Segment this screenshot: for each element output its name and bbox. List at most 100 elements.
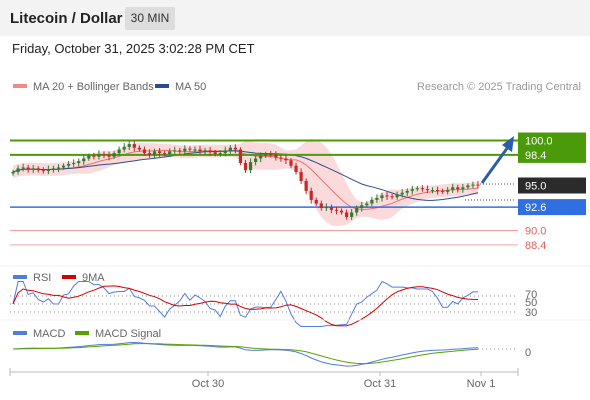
legend: MA 20 + Bollinger Bands MA 50 Research ©…: [13, 81, 581, 93]
candle: [21, 163, 25, 172]
candle: [152, 148, 157, 159]
candle: [243, 160, 248, 173]
level-label-98-4: 98.4: [525, 150, 546, 162]
ma-bollinger-legend-label: MA 20 + Bollinger Bands: [33, 81, 154, 93]
candle: [163, 150, 167, 157]
candle: [461, 183, 465, 193]
candle: [385, 192, 389, 200]
candle: [137, 145, 141, 152]
macd-line: [12, 341, 479, 367]
candle: [193, 146, 197, 153]
candle: [344, 209, 349, 220]
macd-signal-legend-label: MACD Signal: [95, 328, 161, 340]
candle: [72, 159, 76, 167]
candle: [435, 186, 440, 195]
rsi-legend-label: RSI: [33, 272, 51, 284]
candle: [56, 164, 61, 173]
candle: [31, 165, 35, 173]
macd-legend-swatch: [13, 331, 27, 335]
candle: [304, 178, 308, 195]
candle: [284, 155, 288, 164]
candle: [370, 196, 374, 207]
candle: [46, 165, 50, 175]
timestamp: Friday, October 31, 2025 3:02:28 PM CET: [12, 41, 255, 56]
candle: [11, 169, 15, 176]
candle: [102, 151, 106, 159]
candle: [41, 167, 45, 174]
candle: [375, 194, 379, 203]
levels: [10, 139, 518, 246]
candle: [36, 166, 40, 173]
candle: [132, 140, 136, 152]
ma50-legend-swatch: [155, 84, 169, 88]
candle: [339, 208, 344, 215]
candle: [147, 149, 152, 158]
candle: [228, 145, 232, 154]
interval-button[interactable]: 30 MIN: [125, 7, 175, 30]
candle: [289, 158, 293, 168]
rsi-panel: RSI 9MA 70 50 30: [0, 265, 590, 327]
candle: [183, 145, 187, 155]
candle: [203, 147, 207, 155]
candle: [208, 147, 212, 156]
candle: [107, 151, 111, 161]
candle: [456, 184, 460, 193]
macd-signal-line: [12, 342, 479, 365]
level-label-90-0: 90.0: [525, 226, 546, 238]
candle: [233, 144, 237, 154]
macd-signal-legend-swatch: [75, 331, 89, 335]
candle: [16, 165, 20, 175]
candle: [264, 151, 268, 159]
candle: [82, 155, 86, 165]
candle: [451, 183, 455, 193]
candle: [471, 181, 475, 189]
candle: [441, 188, 445, 195]
ma-bollinger-legend-swatch: [13, 84, 27, 88]
candle: [168, 148, 172, 157]
rsi-tick-70: 70: [525, 289, 537, 301]
candle: [425, 185, 430, 193]
level-label-box-98-4: [518, 146, 586, 163]
candle: [198, 145, 202, 155]
candle: [238, 147, 243, 166]
candle: [87, 153, 91, 161]
candle: [188, 146, 192, 152]
candle: [476, 180, 480, 189]
candle: [178, 147, 182, 155]
candle: [309, 187, 313, 204]
candle: [92, 152, 96, 160]
forecast-arrow-head: [502, 136, 514, 152]
rsi-line: [12, 280, 478, 327]
macd-tick-0: 0: [525, 347, 531, 359]
candle: [430, 187, 435, 194]
candle: [142, 146, 147, 156]
candle: [122, 143, 126, 153]
candle: [157, 147, 162, 157]
copyright-notice: Research © 2025 Trading Central: [417, 81, 581, 93]
candle: [127, 141, 131, 151]
candle: [61, 163, 66, 170]
ma50-line: [12, 150, 479, 201]
candle: [213, 149, 217, 157]
candle: [334, 206, 339, 215]
macd-panel: MACD MACD Signal 0: [0, 319, 590, 367]
candle: [274, 151, 278, 161]
level-label-88-4: 88.4: [525, 240, 546, 252]
candle: [294, 162, 298, 175]
candle: [299, 168, 303, 184]
chart-header: Litecoin / Dollar 30 MIN: [0, 0, 590, 36]
candle: [77, 158, 81, 167]
candle: [360, 201, 364, 212]
rsi-9ma-legend-swatch: [62, 275, 76, 279]
level-label-box-92-6: [518, 199, 586, 216]
candle: [269, 151, 273, 158]
candle: [405, 188, 409, 197]
candle: [410, 185, 414, 195]
candle: [254, 155, 258, 166]
x-label-oct31: Oct 31: [364, 378, 396, 390]
instrument-title: Litecoin / Dollar: [10, 10, 123, 27]
candle: [117, 146, 121, 156]
level-labels: 100.0 98.4 95.0 92.6 90.0 88.4: [518, 132, 586, 252]
x-label-oct30: Oct 30: [192, 378, 224, 390]
